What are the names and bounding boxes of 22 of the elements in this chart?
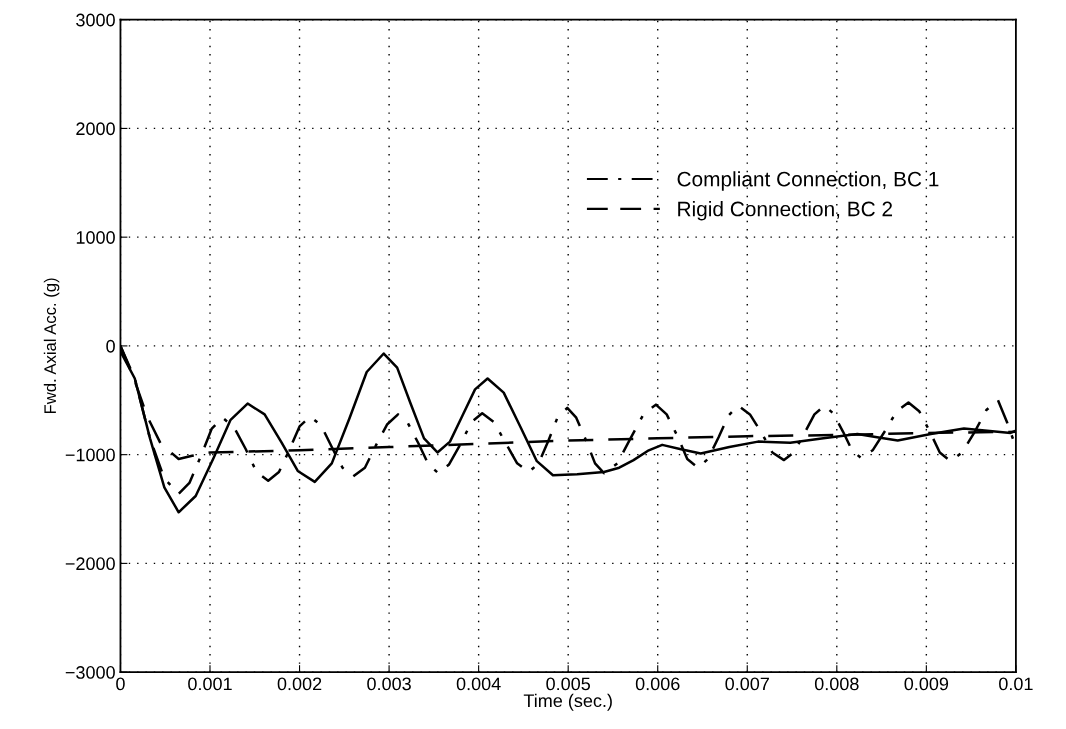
x-tick-label: 0.009 bbox=[904, 677, 949, 691]
y-tick-label: −1000 bbox=[65, 448, 115, 462]
y-tick-label: 2000 bbox=[76, 122, 115, 136]
legend-label: Compliant Connection, BC 1 bbox=[677, 171, 939, 191]
y-tick-label: 3000 bbox=[76, 13, 115, 27]
x-tick-label: 0.003 bbox=[367, 677, 411, 691]
x-tick-label: 0.01 bbox=[999, 677, 1033, 691]
x-tick-label: 0.005 bbox=[546, 677, 591, 691]
x-tick-label: 0.004 bbox=[456, 677, 501, 691]
y-tick-label: −3000 bbox=[65, 666, 115, 679]
legend-label: Rigid Connection, BC 2 bbox=[678, 201, 893, 221]
x-tick-label: 0.008 bbox=[814, 677, 859, 691]
y-tick-label: −2000 bbox=[65, 557, 115, 571]
y-tick-label: 0 bbox=[106, 339, 115, 353]
y-tick-label: 1000 bbox=[76, 231, 115, 244]
x-axis-title: Time (sec.) bbox=[523, 693, 612, 711]
x-tick-label: 0.006 bbox=[635, 677, 680, 691]
x-tick-label: 0.001 bbox=[188, 677, 232, 691]
y-axis-title: Fwd. Axial Acc. (g) bbox=[43, 278, 60, 414]
x-tick-label: 0.007 bbox=[725, 677, 769, 691]
x-tick-label: 0 bbox=[116, 677, 125, 691]
x-tick-label: 0.002 bbox=[277, 677, 322, 691]
